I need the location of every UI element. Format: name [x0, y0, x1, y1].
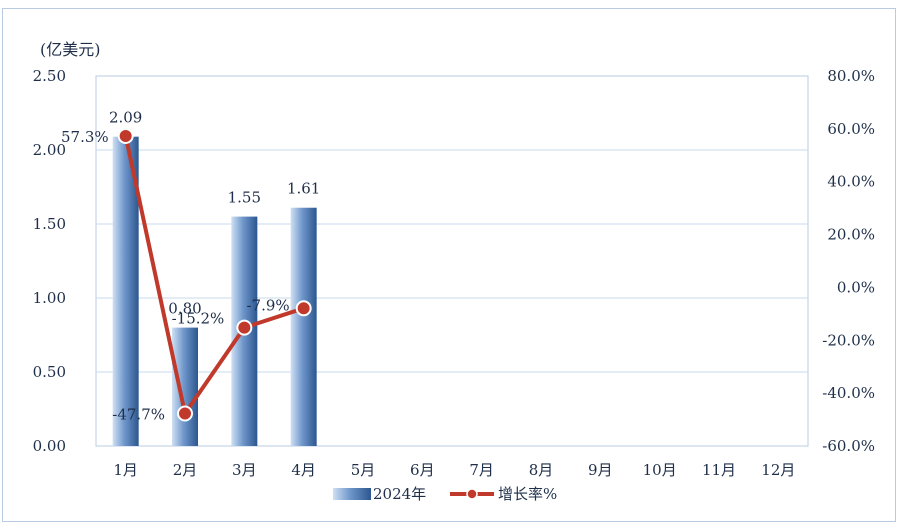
- right-tick-label: -40.0%: [822, 384, 875, 402]
- x-tick-label: 10月: [643, 461, 677, 479]
- right-tick-label: 80.0%: [827, 67, 875, 85]
- x-tick-label: 2月: [173, 461, 198, 479]
- right-tick-label: 40.0%: [827, 173, 875, 191]
- left-tick-label: 2.00: [33, 141, 66, 159]
- bar-layer: [112, 136, 317, 446]
- right-tick-label: -60.0%: [822, 437, 875, 455]
- left-tick-label: 2.50: [33, 67, 66, 85]
- growth-data-label: -15.2%: [172, 310, 225, 328]
- left-tick-label: 0.50: [33, 363, 66, 381]
- bar: [172, 327, 198, 446]
- growth-line: [123, 135, 305, 416]
- x-tick-label: 12月: [761, 461, 795, 479]
- growth-point: [177, 405, 193, 422]
- right-tick-label: 60.0%: [827, 120, 875, 138]
- x-tick-label: 8月: [529, 461, 554, 479]
- growth-data-label: -47.7%: [112, 405, 165, 423]
- growth-point: [236, 319, 253, 336]
- line-layer: [117, 127, 312, 422]
- x-tick-label: 11月: [702, 461, 736, 479]
- left-axis-unit: (亿美元): [40, 40, 101, 59]
- right-tick-label: -20.0%: [822, 331, 875, 349]
- legend-bar-label: 2024年: [373, 485, 426, 503]
- legend-line-marker: [466, 488, 478, 500]
- x-tick-label: 7月: [469, 461, 494, 479]
- growth-point: [295, 300, 312, 317]
- axis-layer: 0.00 0.50 1.00 1.50 2.00 2.50 -60.0% -40.0% -20.…: [33, 40, 875, 479]
- legend: 2024年 增长率%: [333, 485, 557, 503]
- growth-data-label: 57.3%: [61, 128, 109, 146]
- bar-data-label: 2.09: [109, 109, 142, 127]
- bar-data-label: 1.55: [228, 189, 261, 207]
- x-tick-label: 3月: [232, 461, 257, 479]
- bar-data-label: 0.80: [168, 300, 201, 318]
- growth-data-label: -7.9%: [246, 296, 289, 314]
- plot-area: [95, 75, 809, 447]
- left-tick-label: 0.00: [33, 437, 66, 455]
- legend-bar-swatch: [333, 488, 371, 500]
- legend-line-label: 增长率%: [498, 485, 557, 503]
- growth-point: [117, 127, 134, 144]
- right-tick-label: 20.0%: [827, 226, 875, 244]
- bar-data-label: 1.61: [287, 180, 320, 198]
- x-tick-label: 5月: [351, 461, 376, 479]
- x-tick-label: 6月: [410, 461, 435, 479]
- x-tick-label: 1月: [113, 461, 138, 479]
- label-layer: 2.09 0.80 1.55 1.61 57.3% -47.7% -15.2% -7.9%: [61, 109, 320, 424]
- x-tick-label: 4月: [291, 461, 316, 479]
- bar: [290, 207, 317, 446]
- x-tick-label: 9月: [588, 461, 613, 479]
- bar: [112, 136, 139, 446]
- left-tick-label: 1.00: [33, 289, 66, 307]
- left-tick-label: 1.50: [33, 215, 66, 233]
- right-tick-label: 0.0%: [837, 278, 875, 296]
- chart-frame: [2, 8, 896, 522]
